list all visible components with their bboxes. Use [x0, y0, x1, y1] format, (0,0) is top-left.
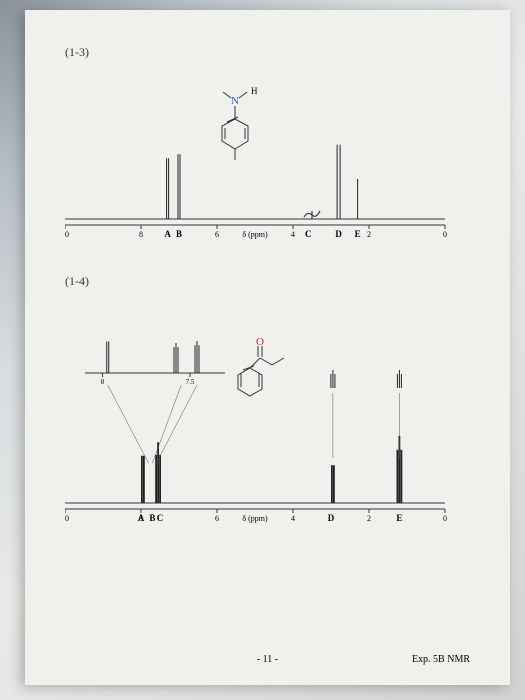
svg-text:E: E	[355, 229, 361, 239]
svg-text:0: 0	[443, 230, 447, 239]
svg-text:2: 2	[367, 514, 371, 523]
svg-text:C: C	[305, 229, 312, 239]
svg-text:δ (ppm): δ (ppm)	[242, 514, 268, 523]
question-1-4-label: (1-4)	[65, 274, 480, 289]
spectrum-1-4: 1086420δ (ppm)ABCDE87.5O	[65, 293, 480, 523]
question-1-3-label: (1-3)	[65, 45, 480, 60]
svg-text:A: A	[138, 513, 145, 523]
svg-text:0: 0	[443, 514, 447, 523]
svg-text:7.5: 7.5	[186, 378, 195, 386]
page: (1-3) 1086420δ (ppm)ABCDENH (1-4) 108642…	[25, 10, 510, 685]
svg-text:4: 4	[291, 514, 295, 523]
svg-text:8: 8	[101, 378, 105, 386]
svg-text:D: D	[328, 513, 335, 523]
svg-text:8: 8	[139, 230, 143, 239]
svg-text:6: 6	[215, 230, 219, 239]
svg-text:B: B	[176, 229, 182, 239]
svg-text:E: E	[396, 513, 402, 523]
svg-text:N: N	[231, 95, 239, 107]
svg-text:6: 6	[215, 514, 219, 523]
spectrum-1-3: 10 8 6 4 2 0 δ (ppm) AB C D E N H	[65, 64, 480, 244]
svg-text:A: A	[164, 229, 171, 239]
page-number: - 11 -	[257, 654, 278, 665]
svg-text:4: 4	[291, 230, 295, 239]
svg-text:O: O	[256, 336, 264, 348]
svg-text:H: H	[251, 86, 258, 96]
svg-text:B: B	[149, 513, 155, 523]
svg-text:δ (ppm): δ (ppm)	[242, 230, 268, 239]
svg-text:10: 10	[65, 230, 69, 239]
svg-text:D: D	[335, 229, 342, 239]
svg-text:C: C	[157, 513, 164, 523]
svg-text:2: 2	[367, 230, 371, 239]
svg-text:10: 10	[65, 514, 69, 523]
experiment-label: Exp. 5B NMR	[412, 654, 470, 665]
